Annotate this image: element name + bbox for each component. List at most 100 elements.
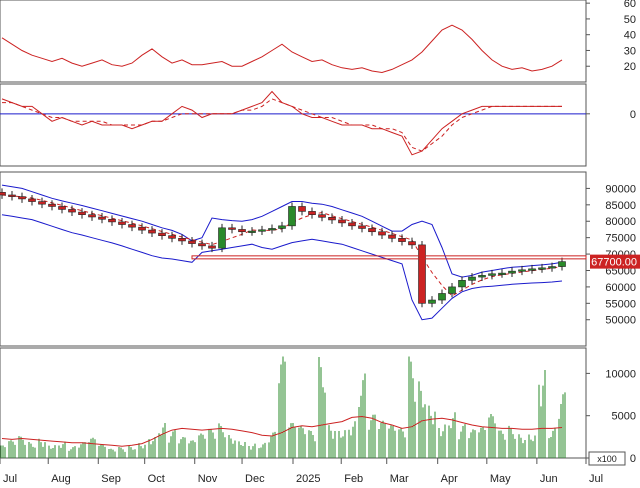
rsi-line	[1, 24, 563, 74]
candle-body	[228, 227, 236, 230]
volume-unit-label: x100	[597, 454, 617, 464]
candle-body	[118, 221, 126, 225]
volume-y-tick-label: 10000	[605, 368, 636, 380]
candle-body	[508, 270, 516, 274]
last-price-box: 67700.00	[590, 254, 640, 269]
candle-body	[378, 231, 386, 236]
candle-body	[198, 243, 206, 247]
rsi-y-tick-label: 50	[624, 14, 636, 26]
rsi-frame	[0, 0, 587, 83]
volume-moving-average	[1, 415, 563, 447]
x-tick-label: Oct	[148, 473, 165, 485]
volume-unit-box	[588, 451, 626, 466]
candle-body	[308, 211, 316, 215]
x-axis: Jul Aug Sep Oct Nov Dec 2025 Feb Mar Apr May Jun Jul	[0, 458, 603, 485]
price-y-tick-label: 80000	[605, 216, 636, 228]
candle-body	[258, 229, 266, 232]
candle-body	[58, 206, 66, 210]
candle-body	[538, 267, 546, 270]
rsi-panel: 20 30 40 50 60	[0, 0, 636, 83]
candle-body	[48, 203, 56, 207]
candle-body	[8, 194, 16, 197]
candle-body	[448, 286, 456, 294]
bollinger-upper-band	[1, 184, 563, 278]
candle-body	[168, 235, 176, 239]
candle-body	[68, 209, 76, 213]
candle-body	[368, 228, 376, 233]
macd-panel: 0	[0, 83, 636, 167]
candle-body	[278, 225, 286, 229]
x-tick-label: Jul	[3, 473, 17, 485]
candle-body	[208, 245, 216, 249]
candle-body	[298, 206, 306, 212]
candle-body	[488, 273, 496, 276]
price-y-tick-label: 85000	[605, 200, 636, 212]
price-y-tick-label: 60000	[605, 282, 636, 294]
candle-body	[178, 238, 186, 242]
macd-frame	[0, 83, 587, 167]
candle-body	[338, 219, 346, 224]
candle-body	[348, 222, 356, 227]
candle-body	[248, 230, 256, 233]
candle-body	[318, 214, 326, 218]
candle-body	[218, 227, 226, 249]
rsi-y-tick-label: 30	[624, 45, 636, 57]
price-y-tick-label: 90000	[605, 183, 636, 195]
rsi-y-tick-label: 60	[624, 0, 636, 10]
x-tick-label: Apr	[441, 473, 458, 485]
candle-body	[398, 238, 406, 242]
candle-body	[468, 276, 476, 281]
x-tick-label: Jul	[589, 473, 603, 485]
candle-body	[18, 196, 26, 200]
candle-body	[408, 241, 416, 246]
candle-body	[158, 232, 166, 236]
last-price-box-bg	[590, 254, 640, 269]
macd-y-tick-label: 0	[630, 109, 636, 121]
candle-body	[478, 275, 486, 278]
volume-y-tick-label: 5000	[612, 411, 636, 423]
x-tick-label: Nov	[198, 473, 218, 485]
x-tick-label: Sep	[101, 473, 121, 485]
rsi-y-tick-label: 20	[624, 61, 636, 73]
candle-body	[458, 280, 466, 288]
candle-body	[328, 217, 336, 221]
rsi-y-tick-label: 40	[624, 30, 636, 42]
candle-body	[108, 218, 116, 223]
last-price-label: 67700.00	[591, 257, 637, 269]
candle-body	[288, 206, 296, 227]
candle-body	[88, 214, 96, 218]
candle-body	[438, 293, 446, 301]
candle-body	[428, 299, 436, 304]
x-tick-label: Mar	[390, 473, 409, 485]
candle-body	[28, 198, 36, 202]
price-y-tick-label: 75000	[605, 233, 636, 245]
candle-body	[418, 244, 426, 304]
candle-body	[238, 229, 246, 233]
x-tick-label: Dec	[245, 473, 265, 485]
x-tick-label: May	[490, 473, 511, 485]
candle-body	[358, 225, 366, 229]
candle-body	[388, 234, 396, 239]
candle-body	[138, 226, 146, 231]
candle-body	[0, 192, 6, 196]
candle-body	[148, 229, 156, 234]
candle-body	[528, 268, 536, 271]
support-line	[191, 255, 587, 260]
macd-signal-line	[2, 98, 562, 152]
price-y-tick-label: 55000	[605, 298, 636, 310]
x-tick-label: 2025	[296, 473, 320, 485]
price-y-tick-label: 50000	[605, 315, 636, 327]
bollinger-lower-band	[1, 214, 563, 321]
candle-body	[518, 269, 526, 272]
candle-body	[78, 211, 86, 215]
x-tick-label: Jun	[540, 473, 558, 485]
candle-body	[268, 228, 276, 231]
candle-body	[38, 201, 46, 205]
candle-body	[558, 261, 566, 267]
price-panel: 5000055000600006500070000750008000085000…	[0, 171, 640, 347]
candle-body	[188, 240, 196, 244]
candle-body	[98, 216, 106, 220]
candle-body	[498, 272, 506, 275]
x-tick-label: Feb	[344, 473, 363, 485]
